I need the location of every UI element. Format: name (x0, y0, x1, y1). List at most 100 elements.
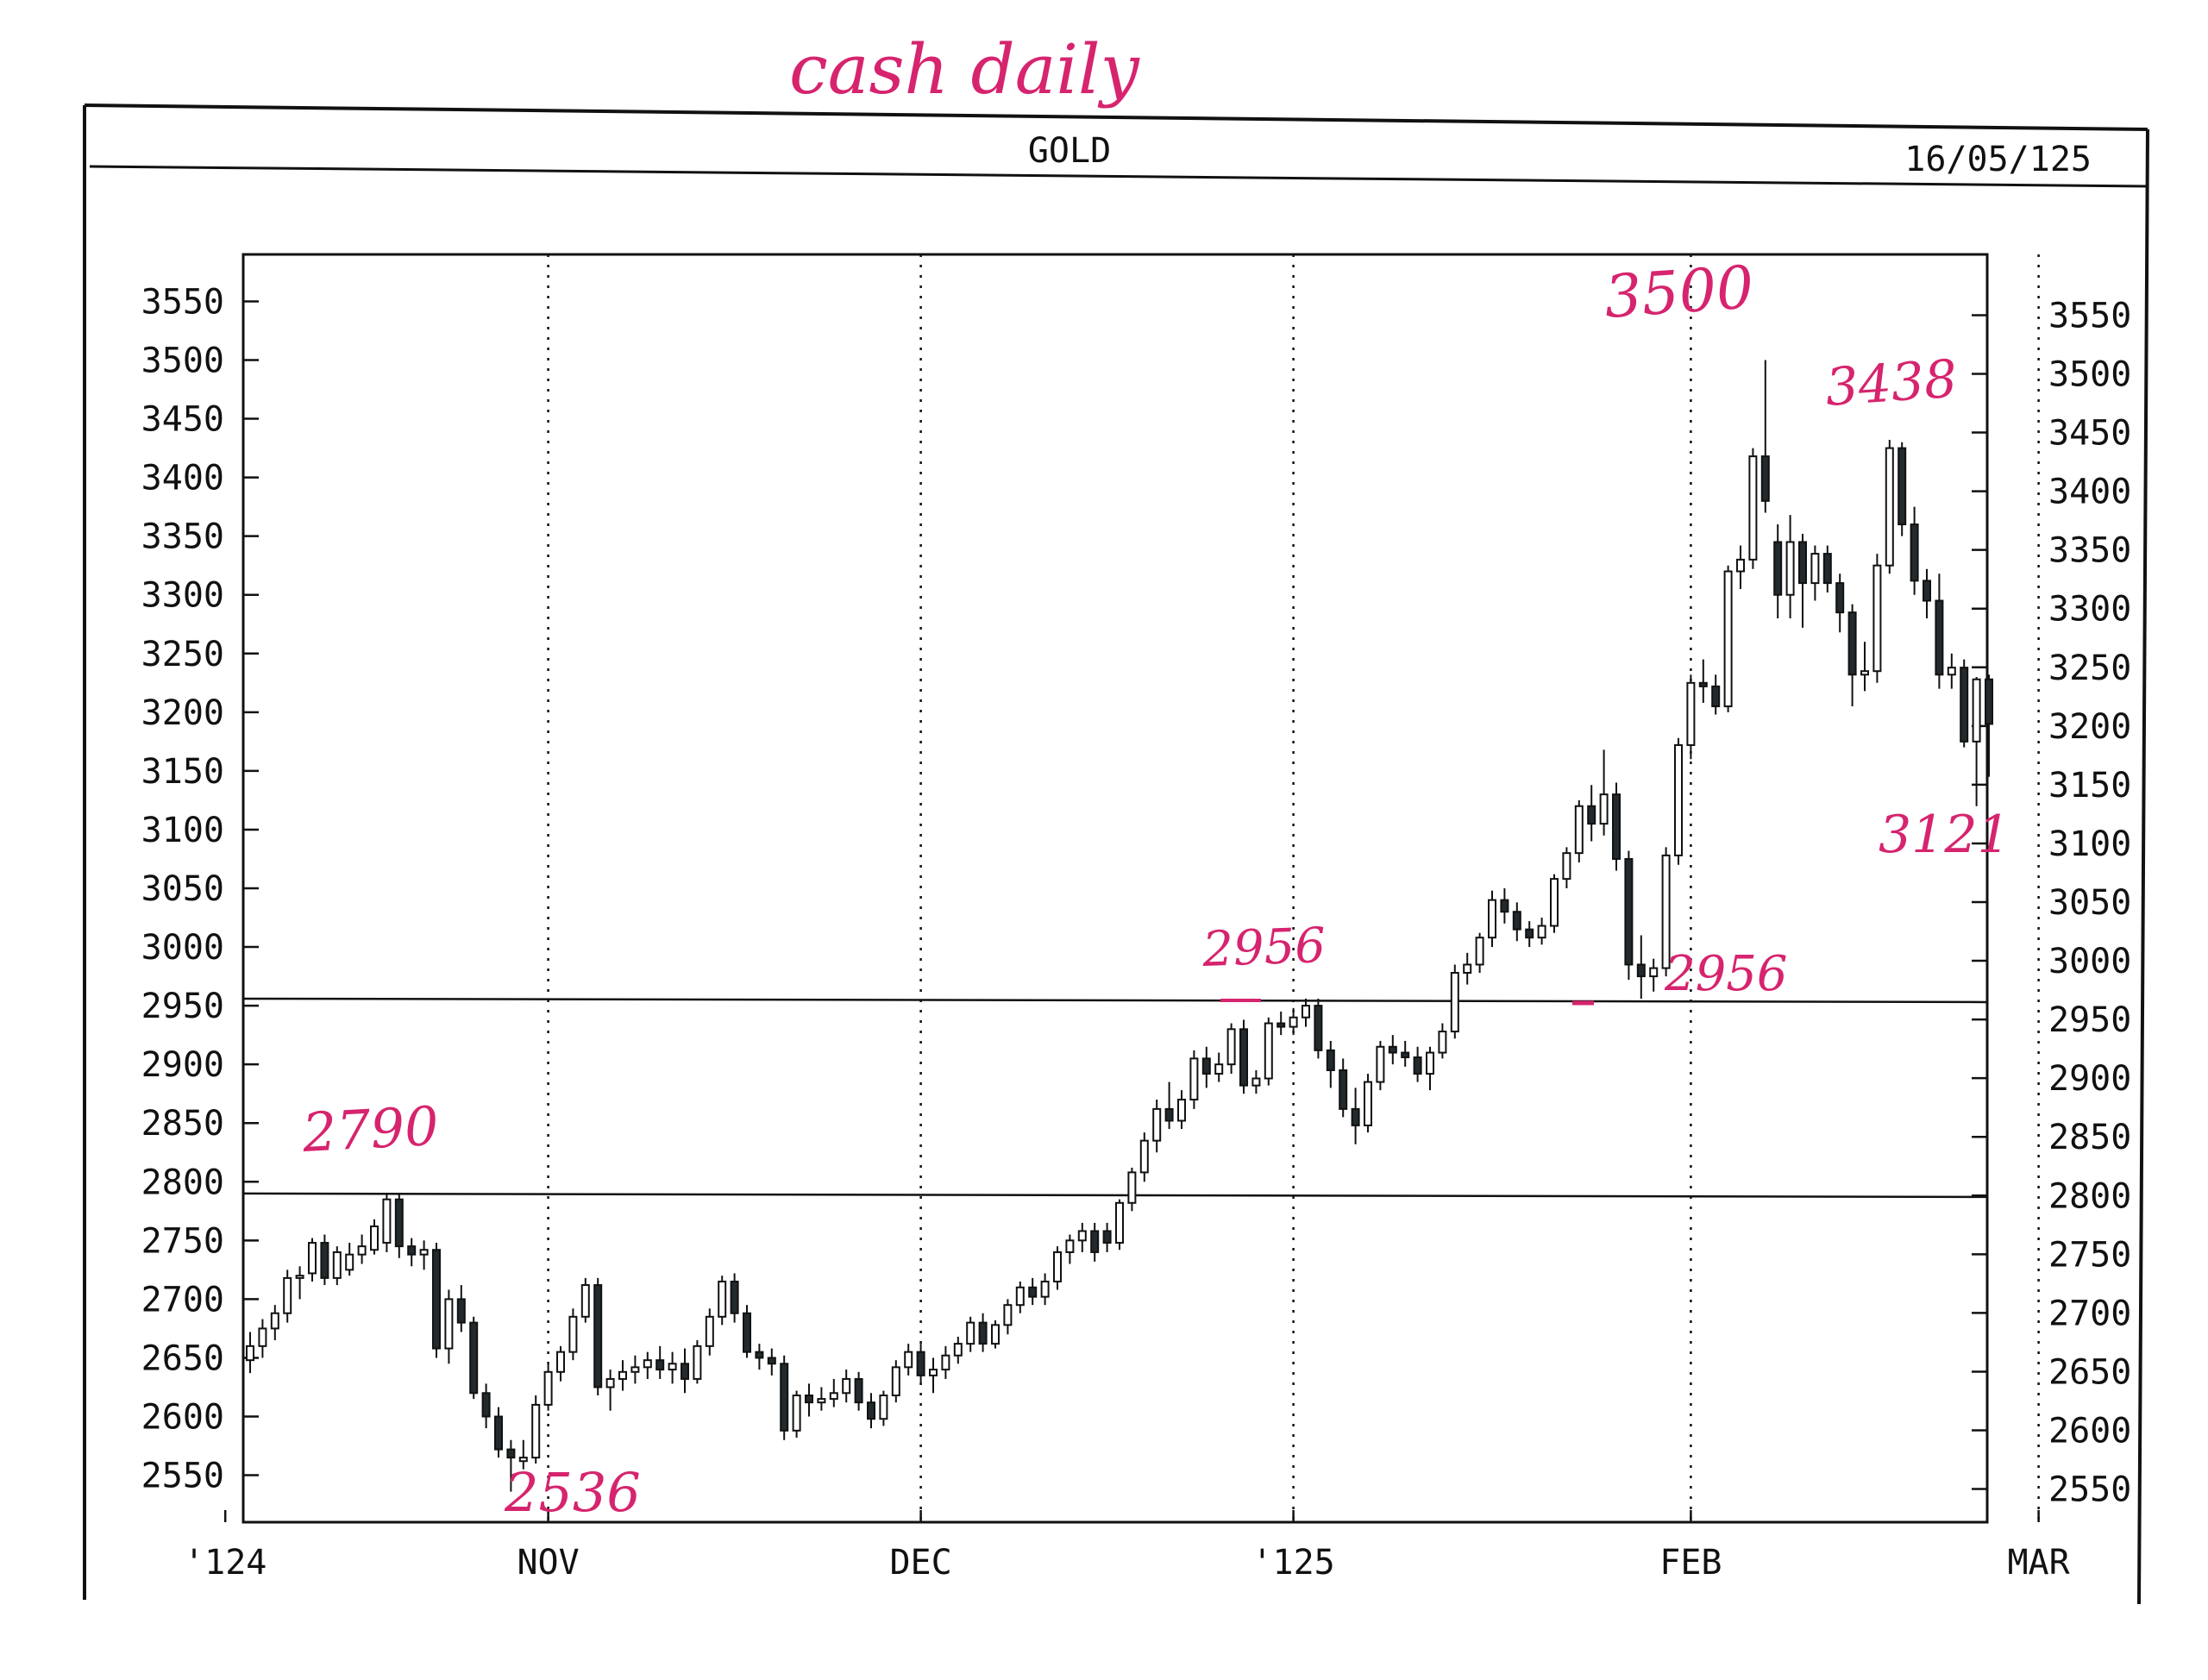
y-tick-label: 2900 (141, 1045, 224, 1085)
y-tick-label-right: 3200 (2048, 707, 2131, 747)
candle (1512, 902, 1521, 942)
y-tick-label: 2700 (141, 1280, 224, 1320)
y-tick-label-right: 2750 (2048, 1235, 2131, 1275)
y-tick-label-right: 2900 (2048, 1059, 2131, 1099)
candle (1003, 1299, 1013, 1335)
candle-body-down (320, 1242, 329, 1279)
candle (705, 1308, 714, 1356)
candle (668, 1351, 677, 1384)
candle-body-down (1985, 678, 1993, 725)
candle-body-down (1822, 553, 1832, 585)
candle (1624, 850, 1634, 981)
candle-body-down (1798, 541, 1807, 585)
x-tick-label: '124 (184, 1543, 267, 1583)
candle-body-up (1723, 570, 1733, 708)
candle (1935, 574, 1944, 689)
y-tick-label-right: 2650 (2048, 1352, 2131, 1392)
candle (494, 1407, 503, 1458)
candle (1835, 574, 1845, 633)
y-tick-label: 3400 (141, 459, 224, 498)
candle (780, 1355, 789, 1440)
candle (394, 1193, 404, 1258)
candle-body-up (1003, 1304, 1013, 1326)
candle (879, 1390, 888, 1426)
candle-body-down (1314, 1005, 1323, 1051)
candle-body-down (1326, 1049, 1335, 1071)
candle (1736, 545, 1745, 589)
candle-body-up (1649, 967, 1659, 978)
candle (556, 1345, 565, 1382)
candle (966, 1316, 975, 1352)
candle (506, 1439, 516, 1492)
candle-body-down (916, 1351, 925, 1376)
candle-body-up (1972, 678, 1981, 743)
candle-body-down (1898, 447, 1907, 526)
candle (1326, 1040, 1335, 1088)
candle (456, 1285, 466, 1332)
candle-body-up (1015, 1286, 1025, 1307)
candle (978, 1313, 988, 1352)
candle-body-up (630, 1366, 640, 1373)
candle (1972, 677, 1981, 806)
candle-body-down (1525, 928, 1534, 939)
candle (407, 1238, 417, 1267)
candle (1450, 964, 1459, 1039)
candle-body-up (444, 1298, 454, 1350)
candle-body-down (1923, 580, 1931, 602)
candle-body-down (743, 1312, 751, 1353)
candle (1898, 442, 1907, 536)
candle (444, 1289, 454, 1364)
handwritten-note: 2790 (300, 1094, 440, 1164)
candle-body-down (755, 1351, 764, 1359)
candle-body-up (1289, 1016, 1298, 1028)
y-tick-label: 2750 (141, 1221, 224, 1261)
candle (1773, 524, 1783, 618)
candle-body-down (1028, 1286, 1038, 1298)
candle (1923, 568, 1931, 618)
candle-body-up (1426, 1051, 1434, 1075)
candle-body-down (767, 1357, 776, 1365)
candle (1164, 1081, 1174, 1130)
candle-body-down (481, 1392, 491, 1418)
candle (332, 1246, 342, 1286)
candle-body-up (258, 1327, 267, 1347)
candle (1239, 1019, 1248, 1094)
candle-body-up (1872, 564, 1882, 673)
candle (432, 1243, 441, 1358)
handwritten-note: 2956 (1201, 918, 1327, 978)
y-tick-label-right: 3350 (2048, 531, 2131, 571)
candle (643, 1351, 652, 1379)
candle (1574, 799, 1584, 863)
candle-body-down (469, 1321, 479, 1395)
candle-body-up (1177, 1099, 1186, 1122)
candle (1612, 782, 1621, 871)
candle-body-up (817, 1398, 826, 1404)
candle-body-up (1550, 878, 1559, 927)
candle-body-up (1488, 899, 1496, 939)
candle (1860, 642, 1869, 692)
candle-body-up (1264, 1022, 1273, 1080)
candle-body-down (1102, 1230, 1112, 1244)
candle (1798, 533, 1807, 628)
y-tick-label-right: 3500 (2048, 355, 2131, 395)
candle (1339, 1058, 1348, 1118)
candle (1872, 554, 1882, 683)
candle (842, 1370, 851, 1403)
y-tick-label-right: 3250 (2048, 649, 2131, 688)
candle-body-up (904, 1351, 913, 1369)
candle-body-down (1624, 857, 1634, 966)
candle (357, 1234, 367, 1264)
candle-body-down (1239, 1028, 1248, 1087)
candle-body-up (953, 1343, 963, 1357)
candle-body-up (618, 1370, 627, 1380)
candle (1201, 1046, 1211, 1088)
candles (246, 360, 1993, 1492)
candle (593, 1277, 603, 1395)
candle (1264, 1017, 1273, 1086)
candle (1960, 659, 1969, 748)
candle (382, 1193, 392, 1252)
y-tick-label: 2850 (141, 1104, 224, 1144)
candle (1525, 921, 1534, 948)
handwritten-note: 2956 (1664, 946, 1788, 1002)
candle-body-up (792, 1395, 801, 1432)
